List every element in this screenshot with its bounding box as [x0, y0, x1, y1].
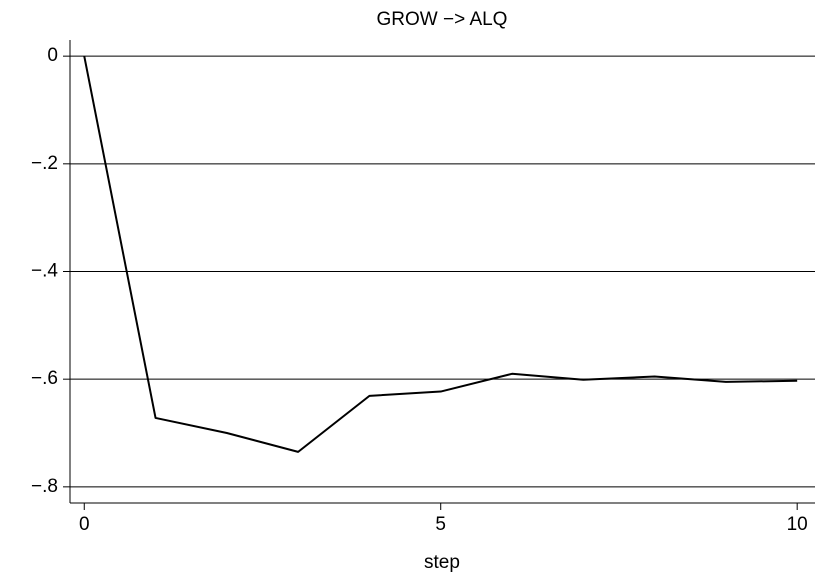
y-tick-label: −.6 [31, 368, 58, 389]
x-axis-title: step [424, 552, 460, 573]
y-tick-label: −.8 [31, 476, 58, 497]
line-series [83, 55, 798, 453]
x-tick-label: 0 [79, 514, 90, 535]
chart-title: GROW −> ALQ [377, 9, 508, 30]
y-tick-label: 0 [47, 45, 58, 66]
y-tick-label: −.2 [31, 153, 58, 174]
x-tick-label: 5 [435, 514, 446, 535]
y-tick-label: −.4 [31, 261, 58, 282]
x-tick-label: 10 [787, 514, 808, 535]
